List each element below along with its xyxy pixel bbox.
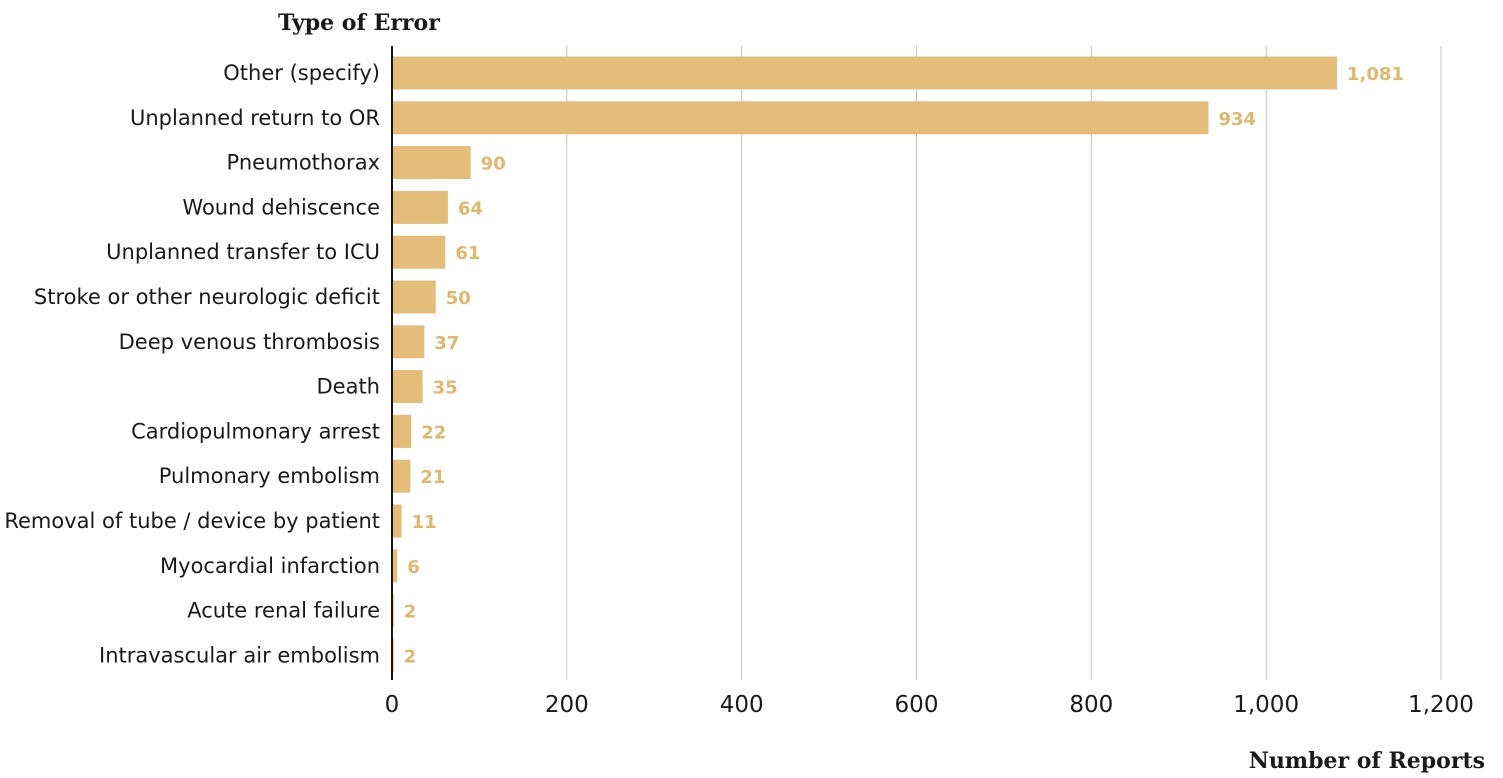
x-tick-label: 600	[895, 692, 939, 718]
bars	[393, 56, 1337, 672]
value-label: 2	[404, 646, 417, 667]
bar	[393, 549, 398, 583]
y-axis-title: Type of Error	[278, 10, 440, 36]
category-label: Stroke or other neurologic deficit	[34, 285, 380, 309]
category-label: Unplanned return to OR	[130, 106, 380, 130]
bar	[393, 101, 1209, 135]
bar	[393, 370, 423, 404]
category-label: Other (specify)	[223, 61, 380, 85]
value-label: 1,081	[1347, 64, 1404, 85]
bar	[393, 325, 425, 359]
bar	[393, 504, 402, 538]
value-label: 6	[407, 557, 420, 578]
x-axis-title: Number of Reports	[1249, 748, 1485, 774]
bar	[393, 638, 394, 672]
category-label: Acute renal failure	[187, 599, 380, 623]
category-label: Death	[316, 375, 380, 399]
bar	[393, 190, 448, 224]
bar	[393, 146, 471, 180]
x-tick-label: 1,200	[1408, 692, 1474, 718]
bar	[393, 414, 412, 448]
bar	[393, 459, 411, 493]
value-label: 37	[434, 333, 459, 354]
value-label: 90	[481, 154, 506, 175]
x-tick-label: 800	[1069, 692, 1113, 718]
value-label: 35	[433, 378, 458, 399]
x-tick-label: 400	[720, 692, 764, 718]
category-label: Wound dehiscence	[182, 195, 380, 219]
value-label: 22	[421, 422, 446, 443]
category-label: Pneumothorax	[227, 151, 380, 175]
value-label: 934	[1218, 109, 1256, 130]
bar	[393, 56, 1337, 90]
category-label: Cardiopulmonary arrest	[131, 419, 380, 443]
bar	[393, 235, 446, 269]
x-tick-label: 0	[385, 692, 400, 718]
category-label: Myocardial infarction	[160, 554, 380, 578]
value-label: 50	[446, 288, 471, 309]
gridlines	[566, 46, 1442, 680]
value-label: 2	[404, 602, 417, 623]
x-tick-labels: 0 200 400 600 800 1,000 1,200	[385, 692, 1474, 718]
category-label: Deep venous thrombosis	[119, 330, 380, 354]
value-label: 61	[455, 243, 480, 264]
bar	[393, 594, 394, 628]
value-label: 11	[412, 512, 437, 533]
bar	[393, 280, 436, 314]
x-tick-label: 200	[545, 692, 589, 718]
category-label: Intravascular air embolism	[99, 643, 380, 667]
value-label: 64	[458, 198, 483, 219]
category-labels: Other (specify) Unplanned return to OR Pne…	[4, 61, 380, 667]
category-label: Removal of tube / device by patient	[4, 509, 380, 533]
category-label: Pulmonary embolism	[159, 464, 380, 488]
category-label: Unplanned transfer to ICU	[106, 240, 380, 264]
x-tick-label: 1,000	[1233, 692, 1299, 718]
value-label: 21	[420, 467, 445, 488]
